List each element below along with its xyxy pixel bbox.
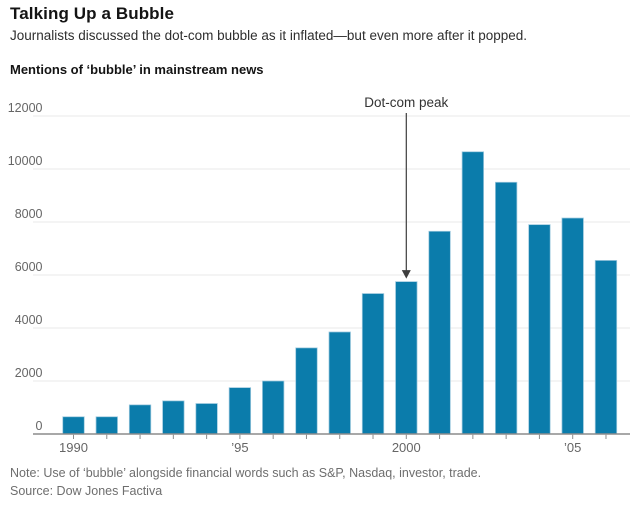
chart-source: Source: Dow Jones Factiva xyxy=(10,484,163,498)
bar-chart: 0 2000 4000 6000 8000 10000 12000 1990 ’95 2000 ’0… xyxy=(8,95,630,455)
bar-2000 xyxy=(395,281,418,435)
annotation-arrowhead-icon xyxy=(401,270,411,279)
x-tick-label-1990: 1990 xyxy=(59,440,88,455)
bar-1994 xyxy=(195,403,218,435)
bar-1993 xyxy=(162,400,185,435)
bar-2001 xyxy=(428,230,451,435)
bar-2002 xyxy=(461,151,484,435)
x-tick-label-2005: ’05 xyxy=(564,440,581,455)
chart-note: Note: Use of ‘bubble’ alongside financia… xyxy=(10,466,482,480)
bar-1992 xyxy=(128,404,152,435)
bar-1996 xyxy=(262,380,285,435)
bar-2004 xyxy=(528,224,551,435)
x-tick-label-2000: 2000 xyxy=(392,440,421,455)
bar-1995 xyxy=(228,387,252,435)
y-tick-label-2000: 2000 xyxy=(15,366,43,380)
y-tick-label-10000: 10000 xyxy=(8,154,43,168)
bar-1998 xyxy=(328,331,351,435)
annotation-label: Dot-com peak xyxy=(364,95,448,110)
bar-1990 xyxy=(62,416,85,435)
bar-1999 xyxy=(361,293,385,435)
page-title: Talking Up a Bubble xyxy=(10,4,175,23)
bar-2005 xyxy=(561,217,584,435)
bar-2006 xyxy=(594,260,618,435)
y-tick-label-4000: 4000 xyxy=(15,313,43,327)
x-tick-label-1995: ’95 xyxy=(231,440,248,455)
bar-1997 xyxy=(295,347,318,435)
y-tick-label-12000: 12000 xyxy=(8,101,43,115)
y-tick-label-8000: 8000 xyxy=(15,207,43,221)
y-tick-label-6000: 6000 xyxy=(15,260,43,274)
y-tick-label-0: 0 xyxy=(36,419,43,433)
chart-subtitle: Journalists discussed the dot-com bubble… xyxy=(10,28,528,43)
bar-2003 xyxy=(495,181,518,435)
bar-1991 xyxy=(95,416,118,435)
chart-section-label: Mentions of ‘bubble’ in mainstream news xyxy=(10,62,264,77)
